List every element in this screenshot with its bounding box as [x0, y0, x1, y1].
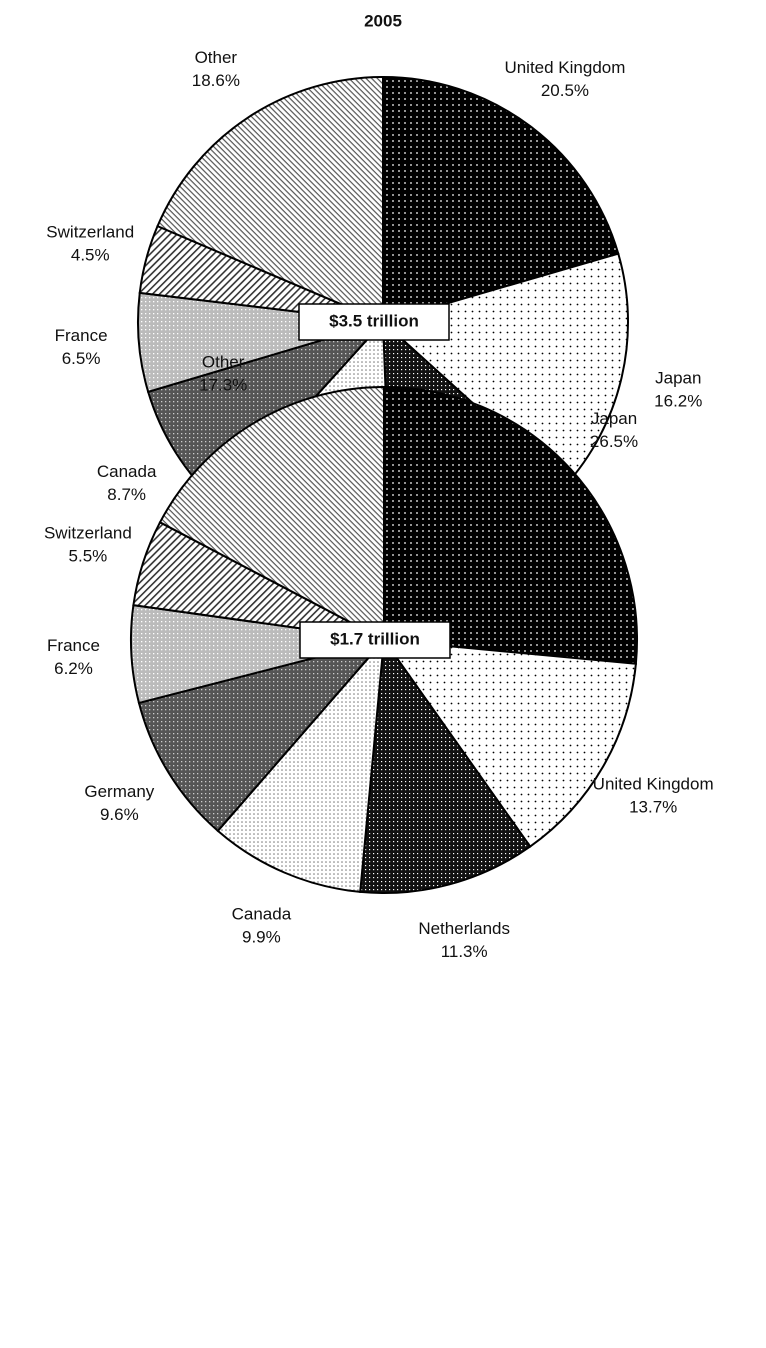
slice-value-label: 11.3%	[441, 942, 488, 961]
slice-label: Germany	[84, 782, 154, 801]
center-box	[298, 303, 450, 341]
center-label: $3.5 trillion	[329, 311, 419, 330]
center-label: $1.7 trillion	[330, 629, 420, 648]
slice-value-label: 9.6%	[100, 805, 139, 824]
slice-value-label: 16.2%	[654, 391, 702, 410]
slice-label: Japan	[655, 368, 701, 387]
slice-label: Switzerland	[46, 222, 134, 241]
slice-label: Switzerland	[44, 523, 132, 542]
slice-label: Canada	[97, 462, 157, 481]
slice-label: Other	[195, 48, 238, 67]
slice-value-label: 17.3%	[199, 375, 247, 394]
slice-label: United Kingdom	[593, 774, 714, 793]
slice-label: France	[47, 636, 100, 655]
pie-slice	[359, 637, 532, 894]
pie-slice	[381, 638, 637, 848]
slice-label: Canada	[232, 904, 292, 923]
pie-slice	[156, 75, 384, 324]
pie-slice	[382, 75, 620, 324]
center-box	[299, 621, 451, 659]
slice-label: United Kingdom	[504, 58, 625, 77]
chart-title: 2005	[364, 11, 402, 30]
slice-label: Other	[202, 352, 245, 371]
pie-slice	[158, 385, 385, 642]
pie-slice	[216, 636, 386, 893]
slice-value-label: 5.5%	[69, 546, 108, 565]
slice-label: Netherlands	[418, 919, 510, 938]
slice-value-label: 6.5%	[62, 349, 101, 368]
slice-value-label: 9.9%	[242, 927, 281, 946]
slice-value-label: 13.7%	[629, 797, 677, 816]
slice-value-label: 26.5%	[590, 432, 638, 451]
slice-value-label: 8.7%	[107, 485, 146, 504]
slice-value-label: 6.2%	[54, 659, 93, 678]
slice-value-label: 18.6%	[192, 71, 240, 90]
slice-label: France	[55, 326, 108, 345]
pie-slice	[383, 385, 638, 665]
slice-value-label: 20.5%	[541, 81, 589, 100]
slice-value-label: 4.5%	[71, 245, 110, 264]
slice-label: Japan	[591, 409, 637, 428]
